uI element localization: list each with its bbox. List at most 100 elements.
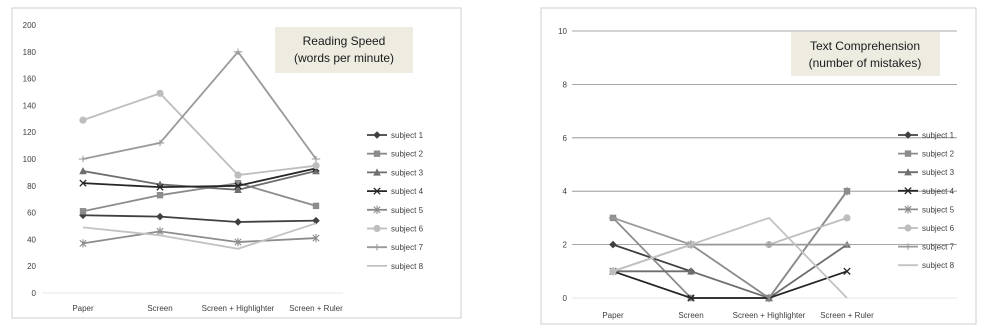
data-point [904, 150, 912, 157]
data-point [156, 227, 164, 236]
series-subject-8 [82, 222, 317, 250]
series-line [82, 222, 317, 250]
data-point [311, 155, 321, 163]
data-point [78, 155, 88, 163]
y-tick-label: 10 [558, 27, 567, 36]
data-point [904, 168, 912, 176]
data-point [234, 179, 242, 187]
legend-item: subject 1 [898, 131, 955, 140]
data-point [687, 294, 695, 302]
series-line [82, 214, 317, 223]
legend-label: subject 4 [391, 187, 424, 196]
data-point [373, 131, 381, 139]
legend-item: subject 2 [367, 150, 424, 159]
x-tick-label: Paper [72, 304, 94, 313]
data-point [904, 205, 912, 214]
series-line [82, 230, 317, 245]
legend-label: subject 8 [922, 261, 955, 270]
legend-item: subject 7 [367, 243, 424, 252]
data-point [843, 187, 851, 196]
text-comprehension-chart: Text Comprehension (number of mistakes) … [540, 7, 977, 325]
data-point [312, 216, 320, 225]
data-point [608, 214, 618, 222]
legend-label: subject 2 [391, 150, 424, 159]
data-point [904, 187, 912, 195]
data-point [372, 244, 382, 251]
legend-label: subject 6 [391, 225, 424, 234]
legend-label: subject 8 [391, 262, 424, 271]
data-point [373, 224, 381, 233]
series-subject-5 [79, 227, 320, 248]
data-point [843, 214, 851, 222]
reading-speed-chart: Reading Speed (words per minute) 0 20 40 60… [11, 7, 462, 319]
data-point [373, 187, 381, 195]
data-point [687, 267, 695, 275]
legend-item: subject 2 [898, 150, 955, 159]
data-point [155, 139, 165, 147]
y-tick-label: 120 [23, 128, 37, 137]
series-line [612, 217, 847, 246]
data-point [233, 48, 243, 55]
x-tick-label: Screen + Highlighter [733, 311, 806, 320]
chart-title-box [791, 32, 940, 76]
data-point [312, 202, 320, 210]
y-tick-label: 0 [563, 294, 568, 303]
data-point [79, 179, 87, 187]
data-point [79, 208, 87, 215]
data-point [79, 167, 87, 175]
chart-title-line-1: Text Comprehension [810, 39, 920, 53]
series-line [612, 270, 848, 299]
legend-item: subject 8 [898, 261, 955, 270]
legend-label: subject 7 [391, 243, 424, 252]
y-tick-label: 140 [23, 101, 37, 110]
y-tick-label: 20 [27, 262, 36, 271]
legend-label: subject 1 [391, 131, 424, 140]
data-point [79, 239, 87, 248]
series-line [82, 50, 317, 160]
data-point [764, 241, 774, 248]
data-point [156, 191, 164, 199]
legend-label: subject 6 [922, 224, 955, 233]
x-tick-label: Screen + Ruler [289, 304, 343, 313]
data-point [842, 241, 852, 248]
plot-area: 0 2 4 6 8 10 Paper Screen Screen + Highlighter Sc… [558, 27, 957, 320]
y-tick-label: 200 [23, 21, 37, 30]
data-point [312, 167, 320, 175]
legend-item: subject 5 [898, 205, 955, 214]
legend-item: subject 3 [367, 168, 424, 177]
data-point [904, 224, 912, 232]
data-point [79, 116, 87, 124]
series-line [82, 167, 317, 189]
data-point [903, 243, 913, 250]
legend-item: subject 6 [898, 224, 955, 233]
series-subject-2 [79, 179, 320, 215]
data-point [373, 168, 381, 176]
data-point [234, 182, 242, 190]
data-point [234, 237, 242, 247]
legend-item: subject 7 [898, 243, 955, 252]
legend-label: subject 4 [922, 187, 955, 196]
legend-item: subject 6 [367, 225, 424, 234]
series-subject-6 [79, 89, 320, 179]
legend-label: subject 3 [922, 168, 955, 177]
series-line [613, 243, 848, 299]
x-tick-label: Screen + Ruler [820, 311, 874, 320]
data-point [609, 240, 617, 249]
data-point [904, 131, 912, 139]
y-tick-label: 40 [27, 235, 36, 244]
legend-label: subject 5 [391, 206, 424, 215]
x-tick-label: Screen [678, 311, 703, 320]
legend-item: subject 1 [367, 131, 424, 140]
data-point [156, 212, 164, 221]
series-line [82, 182, 317, 213]
data-point [312, 233, 320, 243]
y-tick-label: 6 [563, 134, 568, 143]
legend-label: subject 2 [922, 150, 955, 159]
x-tick-label: Paper [602, 311, 624, 320]
data-point [156, 183, 164, 191]
data-point [765, 293, 773, 303]
y-tick-label: 0 [32, 289, 37, 298]
x-tick-label: Screen [147, 304, 172, 313]
legend-label: subject 7 [922, 243, 955, 252]
